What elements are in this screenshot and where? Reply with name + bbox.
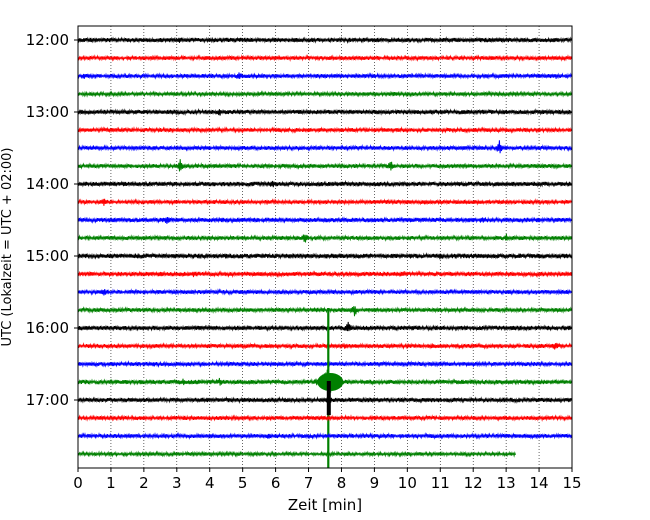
x-tick-label: 3 [172, 474, 182, 492]
seismic-trace [77, 288, 572, 296]
seismic-trace [77, 54, 572, 62]
seismic-trace [77, 306, 572, 317]
x-tick-label: 4 [205, 474, 215, 492]
seismic-trace [77, 108, 572, 116]
seismic-trace [77, 360, 572, 368]
x-tick-label: 14 [530, 474, 549, 492]
x-axis-ticks: 0 1 2 3 4 5 6 7 8 9 10 11 12 13 14 15 [73, 468, 582, 492]
x-tick-label: 0 [73, 474, 83, 492]
x-tick-label: 10 [398, 474, 417, 492]
seismic-trace [77, 198, 572, 206]
x-tick-label: 9 [370, 474, 380, 492]
seismic-trace [77, 321, 572, 332]
y-tick-label: 14:00 [26, 175, 69, 193]
x-axis-label: Zeit [min] [288, 496, 362, 514]
y-tick-label: 15:00 [26, 247, 69, 265]
seismic-traces [77, 36, 572, 468]
seismic-trace [77, 90, 572, 98]
x-tick-label: 5 [238, 474, 248, 492]
seismic-trace [77, 394, 572, 405]
x-tick-label: 2 [139, 474, 149, 492]
seismic-trace [77, 159, 572, 172]
seismic-trace [77, 432, 572, 440]
seismic-trace [77, 342, 572, 350]
y-tick-label: 13:00 [26, 103, 69, 121]
y-tick-label: 16:00 [26, 319, 69, 337]
x-tick-label: 12 [464, 474, 483, 492]
x-tick-label: 13 [497, 474, 516, 492]
seismic-trace [77, 140, 572, 154]
seismic-trace [77, 233, 572, 243]
seismic-trace [77, 72, 572, 80]
y-tick-label: 12:00 [26, 31, 69, 49]
seismic-trace [77, 36, 572, 44]
x-tick-label: 7 [304, 474, 314, 492]
x-tick-label: 8 [337, 474, 347, 492]
x-tick-label: 11 [431, 474, 450, 492]
seismic-trace [77, 270, 572, 278]
x-tick-label: 1 [106, 474, 116, 492]
y-axis-ticks: 12:00 13:00 14:00 15:00 16:00 17:00 [26, 31, 78, 409]
plot-frame [77, 25, 573, 469]
seismic-trace [77, 179, 572, 188]
seismic-trace [77, 126, 572, 134]
y-tick-label: 17:00 [26, 391, 69, 409]
seismic-trace [77, 252, 572, 260]
seismic-trace [77, 216, 572, 224]
seismic-trace [77, 414, 572, 422]
x-tick-label: 6 [271, 474, 281, 492]
y-axis-label: UTC (Lokalzeit = UTC + 02:00) [0, 148, 15, 347]
seismic-trace [77, 450, 516, 458]
x-tick-label: 15 [562, 474, 581, 492]
